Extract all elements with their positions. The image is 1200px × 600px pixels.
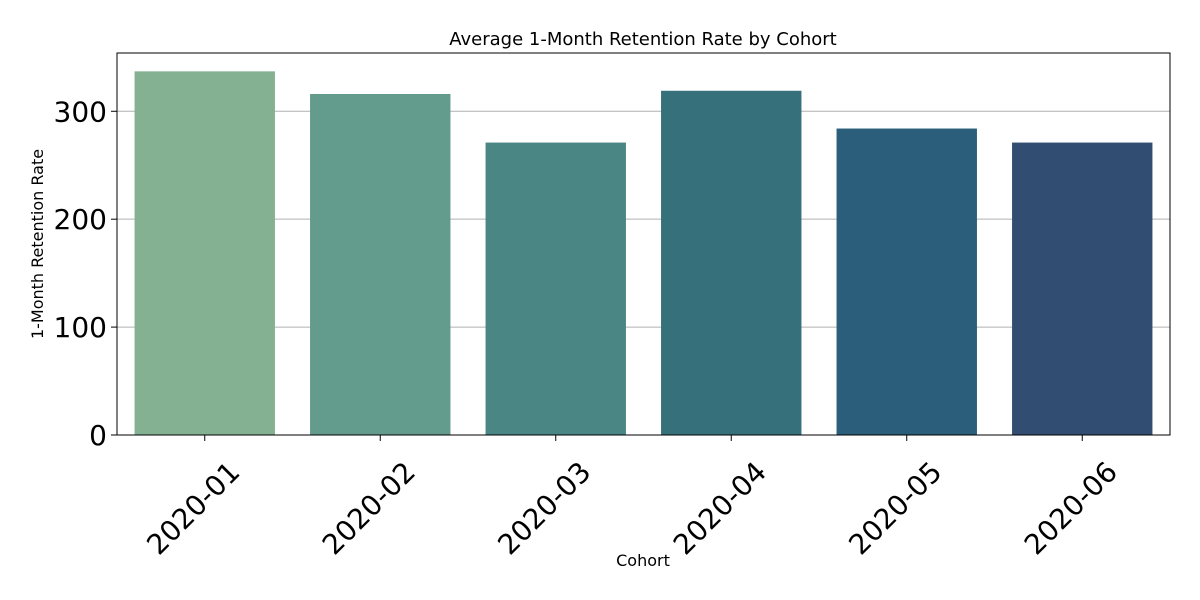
gridlines — [117, 110, 1170, 328]
x-axis-label: Cohort — [616, 551, 670, 570]
y-axis: 0 100 200 300 — [54, 95, 117, 452]
y-tick-label: 300 — [54, 95, 107, 128]
x-tick-label: 2020-06 — [1018, 455, 1124, 561]
x-tick-label: 2020-05 — [842, 455, 948, 561]
bar-2020-03 — [485, 142, 626, 435]
plot-area-frame — [116, 52, 1171, 436]
x-axis: 2020-01 2020-02 2020-03 2020-04 2020-05 2020-… — [140, 435, 1124, 561]
bar-2020-05 — [836, 128, 977, 435]
y-tick-label: 200 — [54, 203, 107, 236]
y-tick-label: 0 — [89, 419, 107, 452]
bars — [134, 71, 1153, 436]
bar-2020-01 — [134, 71, 275, 435]
chart-title: Average 1-Month Retention Rate by Cohort — [449, 29, 837, 50]
x-tick-label: 2020-01 — [140, 455, 246, 561]
x-tick-label: 2020-02 — [316, 455, 422, 561]
bar-2020-02 — [310, 94, 451, 436]
x-tick-label: 2020-04 — [667, 455, 773, 561]
y-tick-label: 100 — [54, 311, 107, 344]
bar-2020-04 — [661, 90, 802, 435]
y-axis-label: 1-Month Retention Rate — [28, 149, 47, 339]
x-tick-label: 2020-03 — [491, 455, 597, 561]
bar-2020-06 — [1012, 142, 1153, 435]
